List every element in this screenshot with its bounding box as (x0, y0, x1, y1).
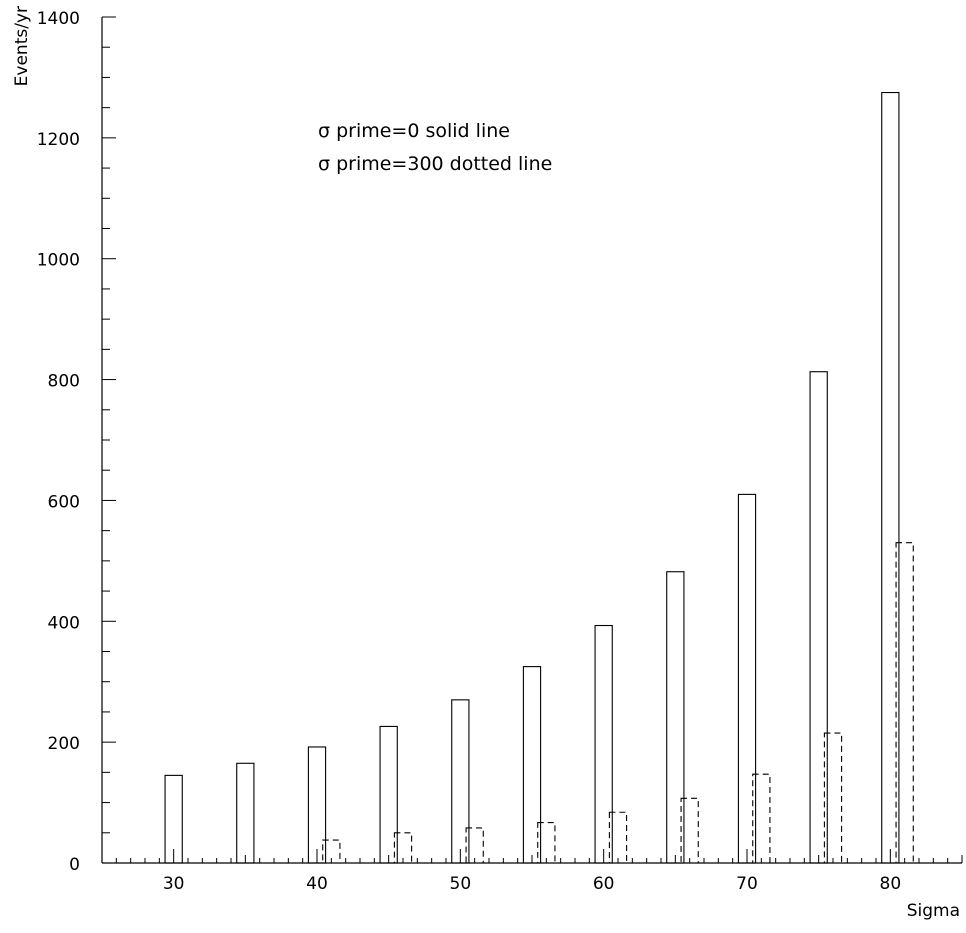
solid-series (164, 91, 900, 864)
y-tick-label: 1200 (37, 130, 80, 150)
dashed-bar (608, 811, 628, 864)
x-axis-label: Sigma (907, 901, 960, 921)
dashed-bar (393, 832, 413, 864)
x-tick-label: 40 (306, 874, 328, 894)
solid-bar (737, 493, 757, 864)
y-tick-label: 1000 (37, 251, 80, 271)
annotation-line-1: σ prime=0 solid line (318, 120, 510, 142)
annotation-line-2: σ prime=300 dotted line (318, 153, 552, 175)
x-ticks: 30 40 50 60 70 80 (115, 849, 963, 894)
dashed-series (322, 542, 914, 864)
y-tick-label: 600 (48, 492, 80, 512)
solid-bar (809, 371, 828, 864)
y-axis-label: Events/yr (12, 6, 32, 86)
solid-bar (236, 762, 255, 864)
x-tick-label: 50 (450, 874, 472, 894)
x-tick-label: 80 (880, 874, 902, 894)
dashed-bar (537, 821, 556, 864)
y-tick-label: 0 (69, 855, 80, 875)
y-tick-label: 400 (48, 613, 80, 633)
x-tick-label: 60 (593, 874, 615, 894)
x-tick-label: 30 (163, 874, 185, 894)
y-ticks: 0 200 400 600 800 1000 1200 1400 (37, 9, 116, 875)
dashed-bar (895, 542, 914, 864)
y-tick-label: 800 (48, 372, 80, 392)
y-tick-label: 1400 (37, 9, 80, 29)
x-tick-label: 70 (736, 874, 758, 894)
y-tick-label: 200 (48, 734, 80, 754)
